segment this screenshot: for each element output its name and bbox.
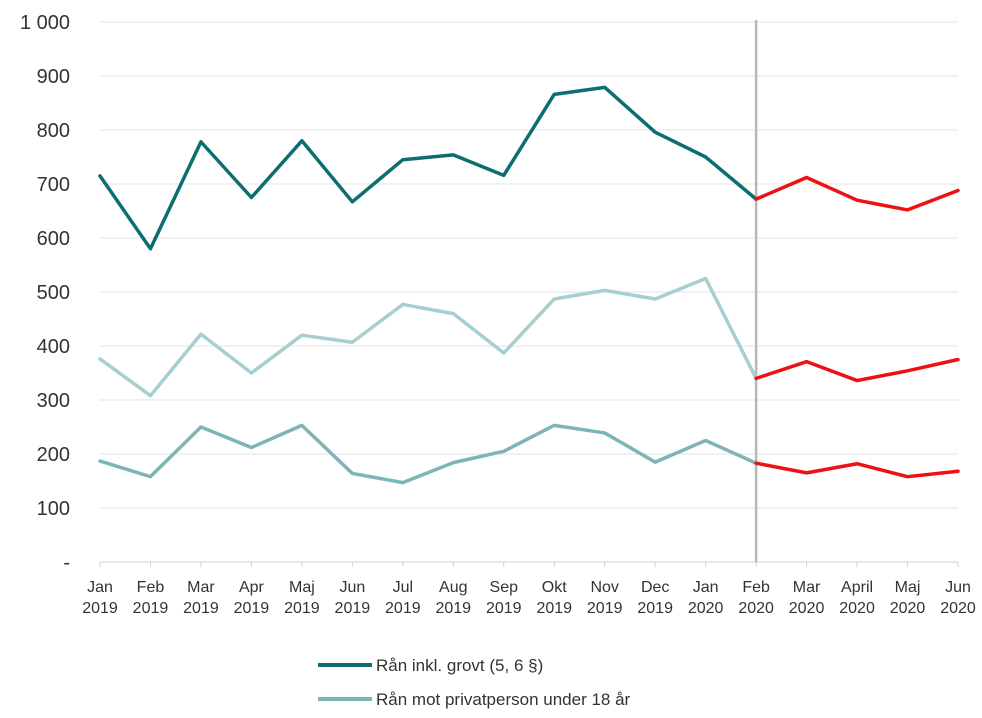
y-tick-label: 600 xyxy=(37,228,70,250)
x-tick-label-month: Jan xyxy=(87,579,113,596)
x-tick-label-year: 2019 xyxy=(284,600,320,617)
x-tick-label-year: 2020 xyxy=(940,600,976,617)
x-tick-label-month: Nov xyxy=(590,579,618,596)
y-tick-label: 200 xyxy=(37,444,70,466)
x-tick-label-month: Apr xyxy=(239,579,265,596)
x-tick-label-year: 2019 xyxy=(435,600,471,617)
x-tick-label-month: Feb xyxy=(742,579,770,596)
x-tick-label-year: 2019 xyxy=(536,600,572,617)
x-tick-label-year: 2019 xyxy=(234,600,270,617)
x-tick-label-year: 2019 xyxy=(637,600,673,617)
x-tick-label-month: Jun xyxy=(945,579,971,596)
legend: Rån inkl. grovt (5, 6 §) Rån mot privatpe… xyxy=(318,656,631,709)
x-tick-label-month: Mar xyxy=(187,579,215,596)
x-tick-label-month: Jul xyxy=(393,579,413,596)
y-axis-ticks: - 100 200 300 400 500 600 700 800 900 1 000 xyxy=(20,12,70,574)
x-tick-label-month: Okt xyxy=(542,579,567,596)
y-tick-label: 900 xyxy=(37,66,70,88)
y-tick-label: 100 xyxy=(37,498,70,520)
x-tick-label-month: Maj xyxy=(289,579,315,596)
x-tick-label-month: Aug xyxy=(439,579,467,596)
x-tick-label-year: 2019 xyxy=(133,600,169,617)
x-tick-label-month: Jun xyxy=(339,579,365,596)
series-line-0 xyxy=(98,85,758,251)
x-tick-label-month: Jan xyxy=(693,579,719,596)
x-tick-label-year: 2019 xyxy=(587,600,623,617)
x-tick-label-year: 2019 xyxy=(183,600,219,617)
x-tick-label-year: 2020 xyxy=(789,600,825,617)
y-tick-label: 700 xyxy=(37,174,70,196)
x-tick-label-year: 2020 xyxy=(890,600,926,617)
y-tick-label: 500 xyxy=(37,282,70,304)
y-tick-label: 400 xyxy=(37,336,70,358)
series-line-2-recent xyxy=(754,461,960,479)
series-line-1 xyxy=(98,276,758,398)
x-tick-label-month: Sep xyxy=(490,579,519,596)
x-tick-label-year: 2019 xyxy=(82,600,118,617)
x-tick-label-year: 2020 xyxy=(738,600,774,617)
y-tick-label: 300 xyxy=(37,390,70,412)
x-tick-label-month: Feb xyxy=(137,579,165,596)
series-line-0-recent xyxy=(754,175,960,212)
series-layer xyxy=(98,85,960,485)
legend-label: Rån inkl. grovt (5, 6 §) xyxy=(376,656,543,675)
x-tick-label-year: 2020 xyxy=(688,600,724,617)
x-tick-label-month: April xyxy=(841,579,873,596)
series-line-1-recent xyxy=(754,357,960,383)
x-tick-label-month: Dec xyxy=(641,579,669,596)
x-axis-ticks: Jan 2019 Feb 2019 Mar 2019 Apr 2019 Maj 2019 Jun 20… xyxy=(82,561,976,617)
x-tick-label-month: Maj xyxy=(895,579,921,596)
grid-layer xyxy=(100,21,958,509)
x-tick-label-month: Mar xyxy=(793,579,821,596)
x-tick-label-year: 2020 xyxy=(839,600,875,617)
legend-label: Rån mot privatperson under 18 år xyxy=(376,690,631,709)
y-tick-label: 1 000 xyxy=(20,12,70,34)
x-tick-label-year: 2019 xyxy=(335,600,371,617)
x-tick-label-year: 2019 xyxy=(385,600,421,617)
series-line-2 xyxy=(98,423,758,485)
y-tick-label: 800 xyxy=(37,120,70,142)
x-tick-label-year: 2019 xyxy=(486,600,522,617)
y-tick-label: - xyxy=(63,552,70,574)
